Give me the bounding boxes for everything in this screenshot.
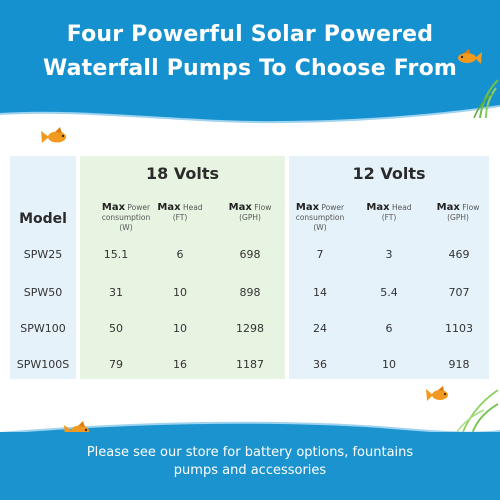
value-cell: 14 bbox=[313, 286, 327, 299]
column-header-flow-12v: Max Flow (GPH) bbox=[436, 202, 480, 223]
12-volts-panel bbox=[289, 156, 489, 379]
value-cell: 15.1 bbox=[103, 248, 129, 261]
value-cell: 898 bbox=[239, 286, 261, 299]
value-cell: 1103 bbox=[445, 322, 473, 335]
model-cell: SPW100S bbox=[16, 358, 70, 371]
value-cell: 6 bbox=[176, 248, 184, 261]
value-cell: 3 bbox=[385, 248, 393, 261]
value-cell: 7 bbox=[316, 248, 324, 261]
title-line-1: Four Powerful Solar Powered bbox=[66, 22, 434, 47]
value-cell: 36 bbox=[313, 358, 327, 371]
value-cell: 10 bbox=[382, 358, 396, 371]
page-title: Four Powerful Solar Powered Waterfall Pu… bbox=[0, 18, 500, 86]
goldfish-icon bbox=[426, 386, 448, 401]
value-cell: 5.4 bbox=[380, 286, 398, 299]
group-title-12-volts: 12 Volts bbox=[352, 164, 426, 183]
value-cell: 10 bbox=[173, 322, 187, 335]
18-volts-panel bbox=[80, 156, 285, 379]
model-cell: SPW25 bbox=[23, 248, 63, 261]
model-column-header: Model bbox=[19, 211, 67, 227]
value-cell: 469 bbox=[448, 248, 470, 261]
value-cell: 24 bbox=[313, 322, 327, 335]
header-banner: Four Powerful Solar Powered Waterfall Pu… bbox=[0, 0, 500, 106]
footer-banner: Please see our store for battery options… bbox=[0, 432, 500, 500]
goldfish-icon bbox=[41, 127, 66, 143]
value-cell: 1187 bbox=[236, 358, 264, 371]
group-title-18-volts: 18 Volts bbox=[146, 164, 219, 183]
value-cell: 79 bbox=[109, 358, 123, 371]
value-cell: 6 bbox=[385, 322, 393, 335]
reed-grass-decoration bbox=[473, 79, 499, 118]
value-cell: 10 bbox=[173, 286, 187, 299]
value-cell: 1298 bbox=[236, 322, 264, 335]
store-note-line-2: pumps and accessories bbox=[173, 463, 327, 478]
model-cell: SPW100 bbox=[20, 322, 66, 335]
goldfish-icon bbox=[458, 49, 482, 64]
title-line-2: Waterfall Pumps To Choose From bbox=[42, 56, 458, 81]
value-cell: 707 bbox=[448, 286, 470, 299]
value-cell: 16 bbox=[173, 358, 187, 371]
column-header-head-12v: Max Head (FT) bbox=[366, 202, 412, 223]
value-cell: 31 bbox=[109, 286, 123, 299]
top-wave-decoration bbox=[0, 96, 500, 124]
store-note-line-1: Please see our store for battery options… bbox=[86, 445, 414, 460]
value-cell: 698 bbox=[239, 248, 261, 261]
model-column-panel bbox=[10, 156, 76, 379]
column-header-power-18v: Max Power consumption (W) bbox=[101, 202, 151, 233]
store-note: Please see our store for battery options… bbox=[30, 444, 470, 480]
value-cell: 50 bbox=[109, 322, 123, 335]
column-header-power-12v: Max Power consumption (W) bbox=[295, 202, 345, 233]
value-cell: 918 bbox=[448, 358, 470, 371]
model-cell: SPW50 bbox=[23, 286, 63, 299]
column-header-head-18v: Max Head (FT) bbox=[157, 202, 203, 223]
column-header-flow-18v: Max Flow (GPH) bbox=[228, 202, 272, 223]
